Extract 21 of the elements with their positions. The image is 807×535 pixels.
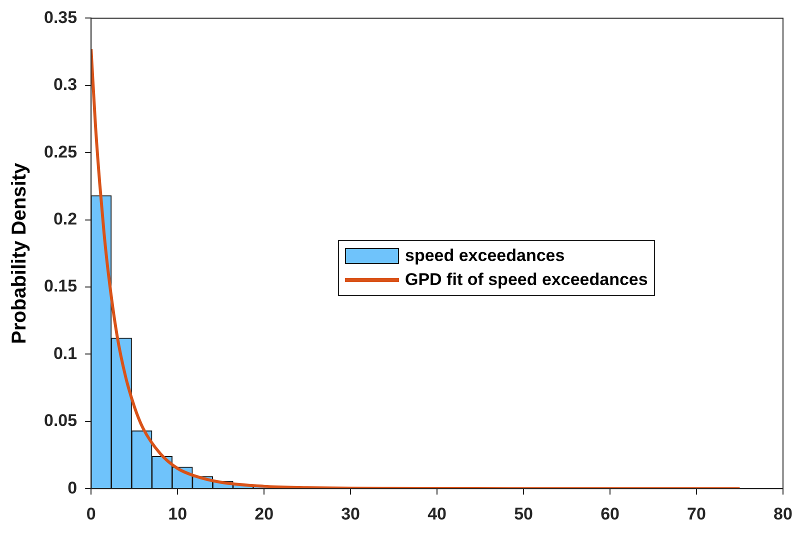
- x-tick-label: 80: [774, 504, 792, 524]
- line-series: [91, 48, 742, 489]
- x-tick-label: 10: [168, 504, 188, 524]
- y-tick-label: 0.3: [53, 75, 78, 94]
- x-tick-label: 20: [254, 504, 274, 524]
- x-tick-label: 70: [687, 504, 706, 524]
- y-tick-label: 0: [68, 478, 78, 498]
- x-tick-label: 0: [86, 504, 96, 524]
- x-tick-label: 60: [600, 504, 620, 524]
- x-tick-label: 30: [341, 504, 360, 524]
- x-tick-label: 40: [428, 504, 447, 524]
- legend-label: speed exceedances: [405, 246, 565, 266]
- y-tick-label: 0.1: [53, 344, 78, 363]
- y-tick-label: 0.05: [44, 411, 78, 430]
- y-axis-title: Probability Density: [8, 162, 31, 344]
- y-tick-label: 0.2: [53, 209, 78, 228]
- y-tick-label: 0.25: [44, 142, 78, 162]
- x-tick-label: 50: [514, 504, 533, 524]
- legend-label: GPD fit of speed exceedances: [405, 270, 648, 290]
- y-tick-label: 0.35: [44, 8, 78, 27]
- y-tick-label: 0.15: [44, 276, 78, 296]
